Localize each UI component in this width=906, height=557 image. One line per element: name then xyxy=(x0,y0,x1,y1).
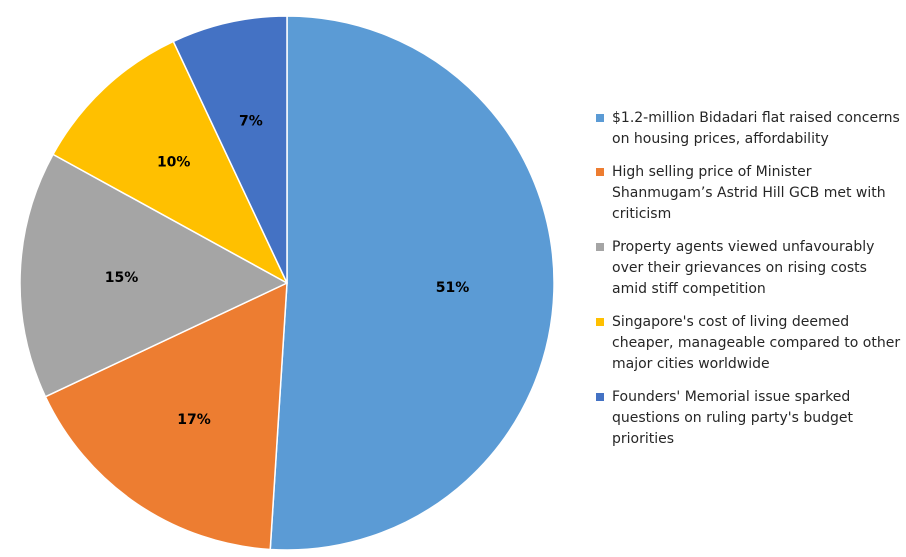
legend-label: High selling price of Minister Shanmugam… xyxy=(612,164,886,222)
pie-slice-2 xyxy=(44,282,288,551)
legend-swatch xyxy=(596,318,604,326)
pie-slice-3 xyxy=(19,153,288,398)
legend-swatch xyxy=(596,114,604,122)
pie-slice-4 xyxy=(52,40,288,284)
legend-label: $1.2-million Bidadari flat raised concer… xyxy=(612,110,900,147)
legend-label: Singapore's cost of living deemed cheape… xyxy=(612,314,901,372)
legend-swatch xyxy=(596,393,604,401)
legend-label: Property agents viewed unfavourably over… xyxy=(612,239,875,297)
slice-data-label-5: 7% xyxy=(239,113,263,129)
pie-slice-1 xyxy=(269,15,555,551)
legend-item-3: Property agents viewed unfavourably over… xyxy=(596,237,902,300)
legend-item-2: High selling price of Minister Shanmugam… xyxy=(596,162,902,225)
legend-swatch xyxy=(596,243,604,251)
legend-item-1: $1.2-million Bidadari flat raised concer… xyxy=(596,108,902,150)
slice-data-label-1: 51% xyxy=(436,280,470,296)
legend-item-4: Singapore's cost of living deemed cheape… xyxy=(596,312,902,375)
slice-data-label-4: 10% xyxy=(157,154,191,170)
pie-chart-canvas: 51% 17% 15% 10% 7% xyxy=(19,15,555,551)
slice-data-label-3: 15% xyxy=(105,270,139,286)
slice-data-label-2: 17% xyxy=(177,412,211,428)
legend-label: Founders' Memorial issue sparked questio… xyxy=(612,389,853,447)
legend-item-5: Founders' Memorial issue sparked questio… xyxy=(596,387,902,450)
legend-swatch xyxy=(596,168,604,176)
pie-slice-5 xyxy=(172,15,288,284)
chart-legend: $1.2-million Bidadari flat raised concer… xyxy=(596,108,902,462)
